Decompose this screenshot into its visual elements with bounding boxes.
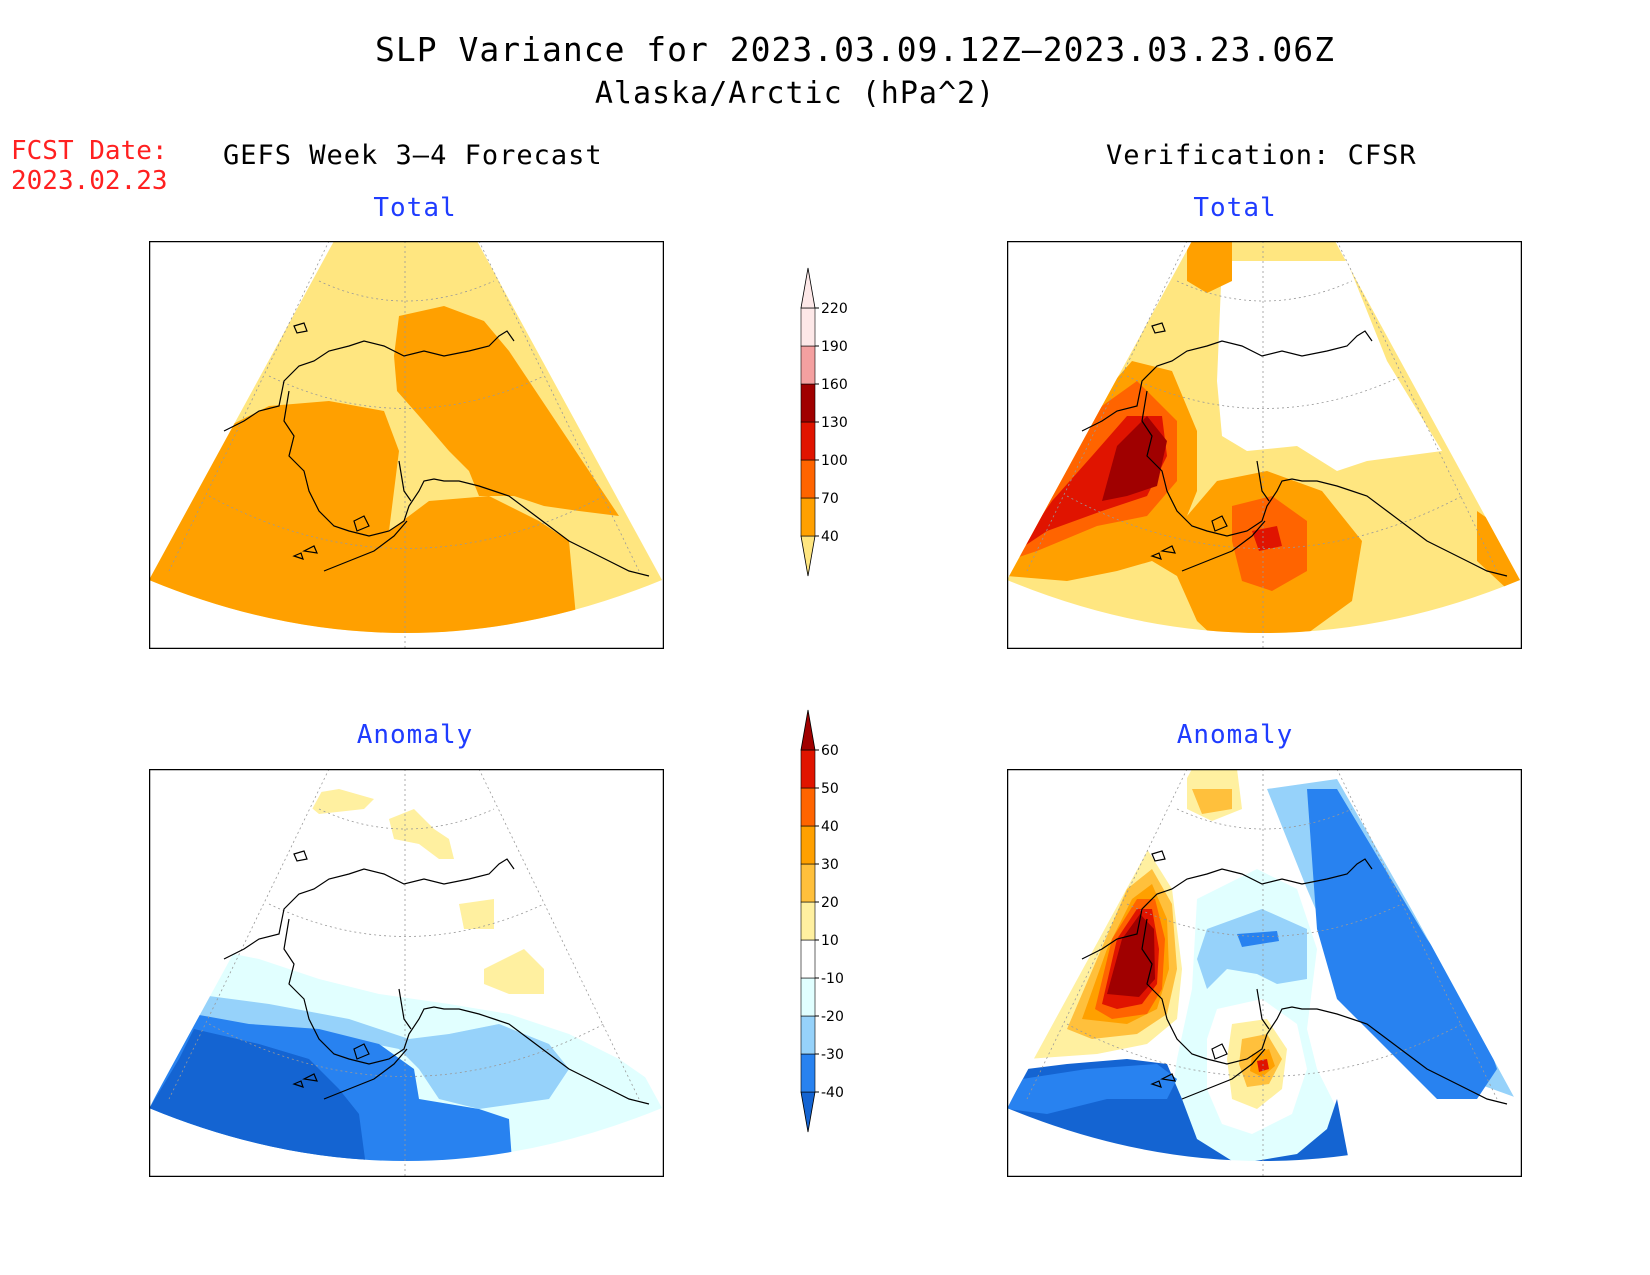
panel-title-forecast-anomaly: Anomaly	[356, 720, 474, 750]
colorbar-tick-label: 160	[821, 377, 848, 393]
colorbar-swatch	[800, 977, 816, 1017]
map-verification-anomaly	[1007, 769, 1522, 1177]
colorbar-swatch	[800, 383, 816, 423]
colorbar-swatch	[800, 345, 816, 385]
colorbar-above-max-triangle	[800, 709, 816, 751]
colorbar-swatch	[800, 901, 816, 941]
colorbar-tick-label: 30	[821, 857, 839, 873]
colorbar-swatch	[800, 939, 816, 979]
colorbar-tick-label: -40	[821, 1085, 844, 1101]
colorbar-swatch	[800, 307, 816, 347]
colorbar-tick-label: 10	[821, 933, 839, 949]
map-verification-total	[1007, 241, 1522, 649]
colorbar-tick-label: -20	[821, 1009, 844, 1025]
colorbar-anomaly: -40 -30 -20 -10 10 20 30 40 50 60	[800, 709, 844, 1133]
figure-subtitle: Alaska/Arctic (hPa^2)	[594, 76, 996, 111]
colorbar-tick-label: 100	[821, 453, 848, 469]
panel-title-verification-total: Total	[1193, 193, 1277, 223]
colorbar-swatch	[800, 863, 816, 903]
colorbar-swatch	[800, 825, 816, 865]
colorbar-swatch	[800, 1053, 816, 1093]
colorbar-swatch	[800, 749, 816, 789]
colorbar-tick-label: -10	[821, 971, 844, 987]
colorbar-tick-label: 60	[821, 743, 839, 759]
figure-title: SLP Variance for 2023.03.09.12Z–2023.03.…	[375, 30, 1335, 69]
colorbar-tick-label: 40	[821, 819, 839, 835]
colorbar-tick-label: 130	[821, 415, 848, 431]
colorbar-tick-label: 20	[821, 895, 839, 911]
panel-title-verification-anomaly: Anomaly	[1176, 720, 1294, 750]
panel-title-forecast-total: Total	[373, 193, 457, 223]
forecast-date-label: FCST Date:	[11, 136, 168, 166]
colorbar-swatch	[800, 421, 816, 461]
colorbar-above-max-triangle	[800, 267, 816, 309]
colorbar-swatch	[800, 459, 816, 499]
colorbar-below-min-triangle	[800, 1091, 816, 1133]
colorbar-tick-label: 190	[821, 339, 848, 355]
colorbar-swatch	[800, 787, 816, 827]
map-forecast-anomaly	[149, 769, 664, 1177]
colorbar-tick-label: 40	[821, 529, 839, 545]
colorbar-tick-label: -30	[821, 1047, 844, 1063]
colorbar-swatch	[800, 1015, 816, 1055]
colorbar-tick-label: 220	[821, 301, 848, 317]
colorbar-tick-label: 70	[821, 491, 839, 507]
verification-column-header: Verification: CFSR	[1106, 140, 1417, 171]
colorbar-below-min-triangle	[800, 535, 816, 577]
colorbar-tick-label: 50	[821, 781, 839, 797]
forecast-date-value: 2023.02.23	[11, 166, 168, 196]
colorbar-swatch	[800, 497, 816, 537]
colorbar-total: 40 70 100 130 160 190 220	[800, 267, 848, 577]
forecast-column-header: GEFS Week 3–4 Forecast	[223, 140, 603, 171]
map-forecast-total	[149, 241, 664, 649]
